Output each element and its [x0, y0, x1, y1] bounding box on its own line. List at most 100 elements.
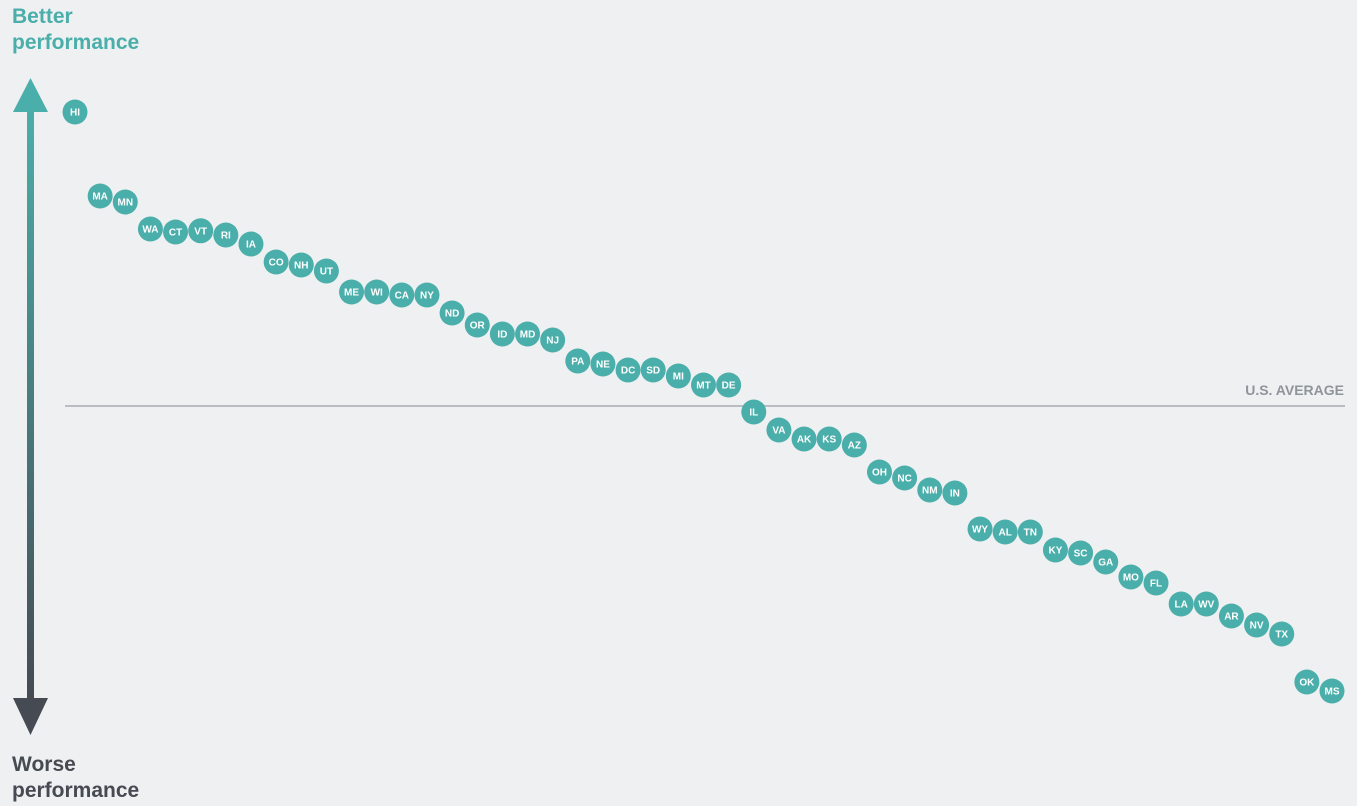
state-label: VT	[194, 226, 207, 237]
state-label: NE	[596, 360, 610, 371]
state-point-mi: MI	[666, 364, 691, 389]
performance-arrow	[13, 78, 48, 735]
state-label: SC	[1074, 549, 1088, 560]
state-label: ID	[497, 330, 507, 341]
state-point-ct: CT	[163, 220, 188, 245]
state-point-la: LA	[1169, 592, 1194, 617]
state-label: HI	[70, 108, 80, 119]
state-point-pa: PA	[565, 349, 590, 374]
state-point-nm: NM	[917, 478, 942, 503]
state-label: WA	[142, 225, 158, 236]
state-label: WI	[371, 288, 383, 299]
state-label: IN	[950, 489, 960, 500]
state-point-or: OR	[465, 313, 490, 338]
state-label: CO	[269, 258, 284, 269]
state-point-il: IL	[741, 400, 766, 425]
state-point-dc: DC	[616, 358, 641, 383]
state-point-mn: MN	[113, 190, 138, 215]
state-point-sd: SD	[641, 358, 666, 383]
state-point-ny: NY	[414, 283, 439, 308]
state-label: MD	[520, 330, 536, 341]
state-point-sc: SC	[1068, 541, 1093, 566]
state-label: NH	[294, 261, 308, 272]
state-point-hi: HI	[63, 100, 88, 125]
state-label: GA	[1098, 558, 1113, 569]
state-point-ri: RI	[213, 223, 238, 248]
state-label: MN	[117, 198, 133, 209]
state-label: AK	[797, 435, 812, 446]
state-label: NM	[922, 486, 938, 497]
state-point-de: DE	[716, 373, 741, 398]
state-point-tn: TN	[1018, 520, 1043, 545]
state-point-nc: NC	[892, 466, 917, 491]
state-point-mo: MO	[1118, 565, 1143, 590]
state-point-oh: OH	[867, 460, 892, 485]
state-point-ky: KY	[1043, 538, 1068, 563]
state-label: PA	[571, 357, 584, 368]
us-average-label: U.S. AVERAGE	[1245, 382, 1344, 398]
state-point-az: AZ	[842, 433, 867, 458]
state-point-ut: UT	[314, 259, 339, 284]
state-label: TX	[1275, 630, 1288, 641]
state-label: OR	[470, 321, 486, 332]
state-label: KS	[822, 435, 836, 446]
state-label: CA	[395, 291, 409, 302]
state-point-vt: VT	[188, 218, 213, 243]
arrow-shaft	[27, 108, 34, 700]
state-label: ND	[445, 309, 459, 320]
state-point-ak: AK	[792, 427, 817, 452]
state-point-ar: AR	[1219, 604, 1244, 629]
state-point-al: AL	[993, 520, 1018, 545]
state-label: TN	[1024, 528, 1037, 539]
arrow-up-head	[13, 78, 48, 112]
state-point-va: VA	[766, 418, 791, 443]
state-point-ga: GA	[1093, 550, 1118, 575]
state-point-tx: TX	[1269, 622, 1294, 647]
state-label: OK	[1299, 678, 1315, 689]
arrow-down-head	[13, 698, 48, 735]
state-label: KY	[1049, 546, 1063, 557]
state-label: DE	[722, 381, 736, 392]
state-label: ME	[344, 288, 359, 299]
state-point-fl: FL	[1144, 571, 1169, 596]
state-point-nh: NH	[289, 253, 314, 278]
state-label: IL	[749, 408, 758, 419]
state-label: AL	[999, 528, 1012, 539]
state-point-ok: OK	[1294, 670, 1319, 695]
state-point-ne: NE	[590, 352, 615, 377]
state-label: FL	[1150, 579, 1162, 590]
state-label: WV	[1198, 600, 1214, 611]
state-point-nd: ND	[440, 301, 465, 326]
state-point-wi: WI	[364, 280, 389, 305]
state-point-ks: KS	[817, 427, 842, 452]
state-label: MS	[1325, 687, 1340, 698]
state-point-wy: WY	[968, 517, 993, 542]
state-label: VA	[772, 426, 785, 437]
state-label: NJ	[546, 336, 559, 347]
state-label: NY	[420, 291, 434, 302]
state-label: CT	[169, 228, 182, 239]
state-point-wv: WV	[1194, 592, 1219, 617]
state-label: UT	[320, 267, 333, 278]
state-point-md: MD	[515, 322, 540, 347]
state-point-ca: CA	[389, 283, 414, 308]
state-point-me: ME	[339, 280, 364, 305]
state-point-wa: WA	[138, 217, 163, 242]
state-label: OH	[872, 468, 887, 479]
state-label: MI	[673, 372, 684, 383]
state-label: DC	[621, 366, 635, 377]
state-point-id: ID	[490, 322, 515, 347]
state-label: MA	[92, 192, 108, 203]
state-label: LA	[1174, 600, 1187, 611]
state-points: HI MA MN WA CT VT RIIA CO NH UT ME WI CA NY ND OR ID MD NJ…	[63, 100, 1345, 704]
state-point-ms: MS	[1320, 679, 1345, 704]
state-point-in: IN	[942, 481, 967, 506]
state-point-mt: MT	[691, 373, 716, 398]
state-label: AZ	[848, 441, 861, 452]
state-label: WY	[972, 525, 988, 536]
state-point-ia: IA	[238, 232, 263, 257]
state-point-nv: NV	[1244, 613, 1269, 638]
state-label: AR	[1224, 612, 1239, 623]
state-label: NV	[1250, 621, 1264, 632]
